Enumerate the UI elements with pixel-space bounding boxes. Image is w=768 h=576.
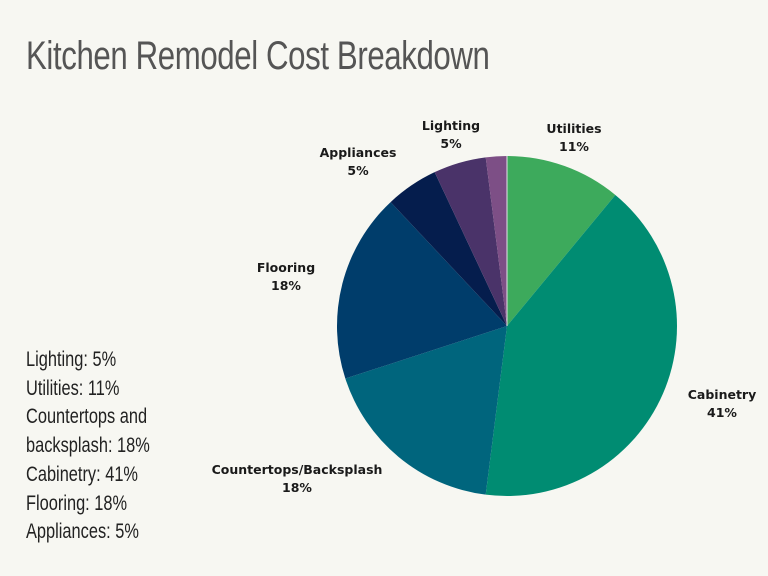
pie-slices — [337, 156, 677, 496]
summary-item: Utilities: 11% — [26, 376, 120, 400]
summary-item: Appliances: 5% — [26, 520, 139, 544]
label-countertops: Countertops/Backsplash 18% — [212, 461, 383, 497]
pie-slice-other-unlabeled- — [485, 156, 507, 326]
summary-list: Lighting: 5% Utilities: 11% Countertops … — [26, 346, 150, 547]
label-lighting: Lighting 5% — [422, 117, 480, 153]
label-value: 5% — [440, 136, 462, 151]
label-name: Utilities — [546, 121, 602, 136]
pie-slice-appliances — [390, 172, 507, 326]
chart-title: Kitchen Remodel Cost Breakdown — [26, 34, 490, 78]
label-utilities: Utilities 11% — [546, 120, 601, 156]
label-value: 11% — [559, 139, 589, 154]
label-value: 5% — [347, 163, 369, 178]
label-value: 41% — [707, 405, 737, 420]
label-name: Lighting — [421, 118, 481, 133]
pie-slice-lighting — [434, 157, 507, 326]
label-cabinetry: Cabinetry 41% — [688, 386, 757, 422]
label-value: 18% — [282, 480, 312, 495]
pie-slice-countertops-backsplash — [345, 326, 507, 495]
label-name: Appliances — [319, 145, 397, 160]
summary-item: Countertops and — [26, 405, 148, 429]
summary-item: Lighting: 5% — [26, 348, 117, 371]
label-name: Flooring — [256, 260, 316, 275]
pie-slice-utilities — [507, 156, 616, 326]
summary-item: Cabinetry: 41% — [26, 462, 138, 486]
label-appliances: Appliances 5% — [320, 144, 397, 180]
label-name: Countertops/Backsplash — [211, 462, 383, 477]
pie-slice-flooring — [337, 202, 507, 379]
summary-item: Flooring: 18% — [26, 491, 128, 515]
pie-slice-cabinetry — [485, 195, 677, 496]
summary-item: backsplash: 18% — [26, 434, 150, 458]
label-value: 18% — [271, 278, 301, 293]
label-name: Cabinetry — [687, 387, 757, 402]
label-flooring: Flooring 18% — [257, 259, 315, 295]
